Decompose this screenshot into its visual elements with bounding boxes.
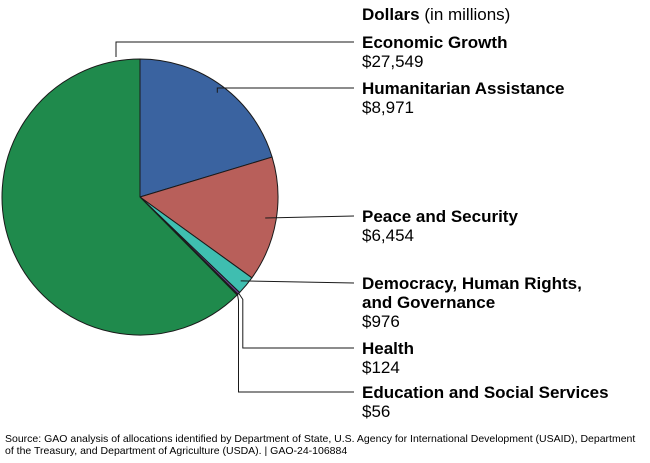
- source-note: Source: GAO analysis of allocations iden…: [5, 433, 636, 457]
- legend-entry-humanitarian-assistance: Humanitarian Assistance$8,971: [362, 79, 565, 117]
- legend-value-humanitarian-assistance: $8,971: [362, 98, 414, 117]
- legend-label-economic-growth: Economic Growth: [362, 33, 507, 52]
- legend-value-education-and-social-services: $56: [362, 402, 390, 421]
- legend-value-democracy-human-rights-and-governance: $976: [362, 312, 400, 331]
- pie-slice-peace-and-security: [139, 156, 279, 279]
- leader-line-health: [238, 293, 354, 349]
- leader-line-democracy-human-rights-and-governance: [240, 280, 355, 284]
- leader-lines: [115, 41, 355, 393]
- pie-slice-economic-growth: [1, 58, 238, 336]
- legend-value-peace-and-security: $6,454: [362, 226, 414, 245]
- legend-label-education-and-social-services: Education and Social Services: [362, 383, 609, 402]
- leader-line-humanitarian-assistance: [216, 87, 354, 93]
- legend-label-health: Health: [362, 339, 414, 358]
- legend-entry-education-and-social-services: Education and Social Services$56: [362, 383, 609, 421]
- legend-labels: Dollars (in millions) Economic Growth$27…: [362, 5, 609, 421]
- legend-entry-peace-and-security: Peace and Security$6,454: [362, 207, 518, 245]
- legend-entry-democracy-human-rights-and-governance: Democracy, Human Rights,and Governance$9…: [362, 274, 582, 331]
- legend-label-humanitarian-assistance: Humanitarian Assistance: [362, 79, 565, 98]
- leader-line-economic-growth: [115, 41, 354, 57]
- legend-entry-economic-growth: Economic Growth$27,549: [362, 33, 507, 71]
- pie-slice-humanitarian-assistance: [139, 58, 273, 198]
- leader-line-education-and-social-services: [237, 294, 354, 393]
- pie-slices: [1, 58, 279, 336]
- legend-label-democracy-human-rights-and-governance: and Governance: [362, 293, 495, 312]
- legend-value-economic-growth: $27,549: [362, 52, 423, 71]
- legend-label-peace-and-security: Peace and Security: [362, 207, 518, 226]
- legend-entry-health: Health$124: [362, 339, 414, 377]
- legend-value-health: $124: [362, 358, 400, 377]
- leader-line-peace-and-security: [265, 215, 355, 219]
- legend-heading: Dollars (in millions): [362, 5, 510, 24]
- legend-label-democracy-human-rights-and-governance: Democracy, Human Rights,: [362, 274, 582, 293]
